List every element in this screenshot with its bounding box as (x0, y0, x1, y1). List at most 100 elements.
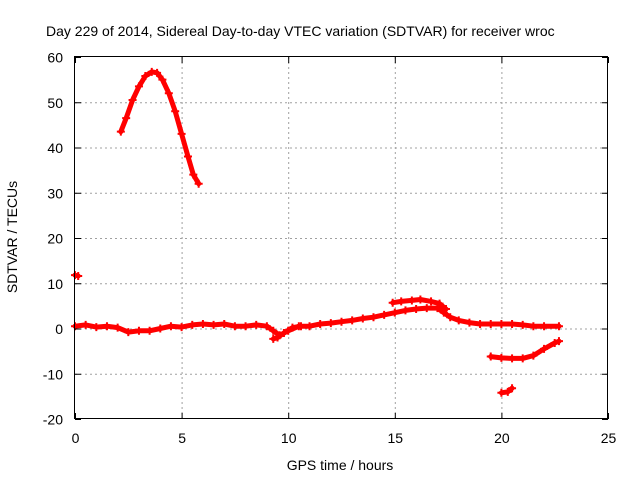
data-point (296, 322, 305, 331)
grid (75, 57, 608, 419)
data-point (177, 323, 186, 332)
data-point (326, 319, 335, 328)
data-point (508, 384, 517, 393)
data-point (435, 299, 444, 308)
data-point (252, 320, 261, 329)
y-tick-label: 50 (47, 95, 63, 111)
data-point (269, 334, 278, 343)
data-point (412, 305, 421, 314)
data-point (369, 313, 378, 322)
data-point (390, 308, 399, 317)
data-point (540, 344, 549, 353)
data-point (497, 319, 506, 328)
data-point (209, 320, 218, 329)
data-point (141, 72, 150, 81)
data-point (164, 89, 173, 98)
x-tick-label: 0 (72, 430, 80, 446)
ticks (75, 57, 609, 420)
y-tick-label: 60 (47, 50, 63, 66)
y-tick-label: 20 (47, 231, 63, 247)
data-point (550, 338, 559, 347)
data-point (279, 329, 288, 338)
data-point (508, 354, 517, 363)
data-point (508, 319, 517, 328)
y-tick-label: 10 (47, 276, 63, 292)
data-point (305, 322, 314, 331)
data-point (465, 318, 474, 327)
y-tick-label: 40 (47, 140, 63, 156)
x-tick-label: 15 (388, 430, 404, 446)
data-point (401, 306, 410, 315)
x-tick-label: 10 (281, 430, 297, 446)
data-point (454, 316, 463, 325)
data-point (74, 272, 83, 281)
data-point (529, 322, 538, 331)
data-point (518, 320, 527, 329)
data-point (171, 107, 180, 116)
data-point (128, 95, 137, 104)
data-point (116, 127, 125, 136)
data-point (337, 317, 346, 326)
data-point (416, 295, 425, 304)
series-arc (118, 69, 202, 187)
data-point (427, 297, 436, 306)
y-tick-label: 0 (55, 321, 63, 337)
data-point (241, 322, 250, 331)
data-point (124, 328, 133, 337)
data-point (262, 322, 271, 331)
data-point (380, 310, 389, 319)
data-point (441, 305, 450, 314)
plot-frame (74, 56, 608, 419)
data-point (269, 326, 278, 335)
data-point (388, 298, 397, 307)
data-point (540, 322, 549, 331)
data-point (358, 314, 367, 323)
data-point (497, 353, 506, 362)
data-point (407, 296, 416, 305)
data-point (446, 313, 455, 322)
data-point (102, 322, 111, 331)
data-point (397, 297, 406, 306)
data-point (194, 179, 203, 188)
x-tick-label: 5 (178, 430, 186, 446)
y-tick-label: -10 (43, 366, 63, 382)
data-point (134, 326, 143, 335)
data-point (92, 323, 101, 332)
data-point (422, 304, 431, 313)
data-point (122, 114, 131, 123)
data-point (230, 322, 239, 331)
data-point (348, 316, 357, 325)
data-point (220, 319, 229, 328)
tick-labels: 0 5 10 15 20 25 -20 -10 0 10 20 30 40 50 60 (43, 50, 617, 447)
y-tick-label: -20 (43, 412, 63, 428)
data-point (153, 68, 162, 77)
data-point (529, 351, 538, 360)
data-point (288, 323, 297, 332)
data-point (156, 324, 165, 333)
data-point (476, 319, 485, 328)
data-point (486, 352, 495, 361)
data-point (273, 333, 282, 342)
data-point (158, 75, 167, 84)
x-tick-label: 20 (494, 430, 510, 446)
data-point (486, 319, 495, 328)
data-point (554, 322, 563, 331)
data-point (177, 129, 186, 138)
x-axis-label: GPS time / hours (287, 457, 394, 473)
data-point (145, 326, 154, 335)
plot-series (71, 67, 563, 397)
y-axis-label: SDTVAR / TECUs (4, 181, 20, 293)
x-tick-label: 25 (601, 430, 617, 446)
data-point (189, 170, 198, 179)
data-point (166, 322, 175, 331)
data-point (183, 152, 192, 161)
data-point (503, 387, 512, 396)
data-point (316, 319, 325, 328)
data-point (518, 354, 527, 363)
data-point (81, 320, 90, 329)
data-point (188, 320, 197, 329)
chart-title: Day 229 of 2014, Sidereal Day-to-day VTE… (46, 23, 555, 39)
data-point (198, 319, 207, 328)
y-tick-label: 30 (47, 185, 63, 201)
